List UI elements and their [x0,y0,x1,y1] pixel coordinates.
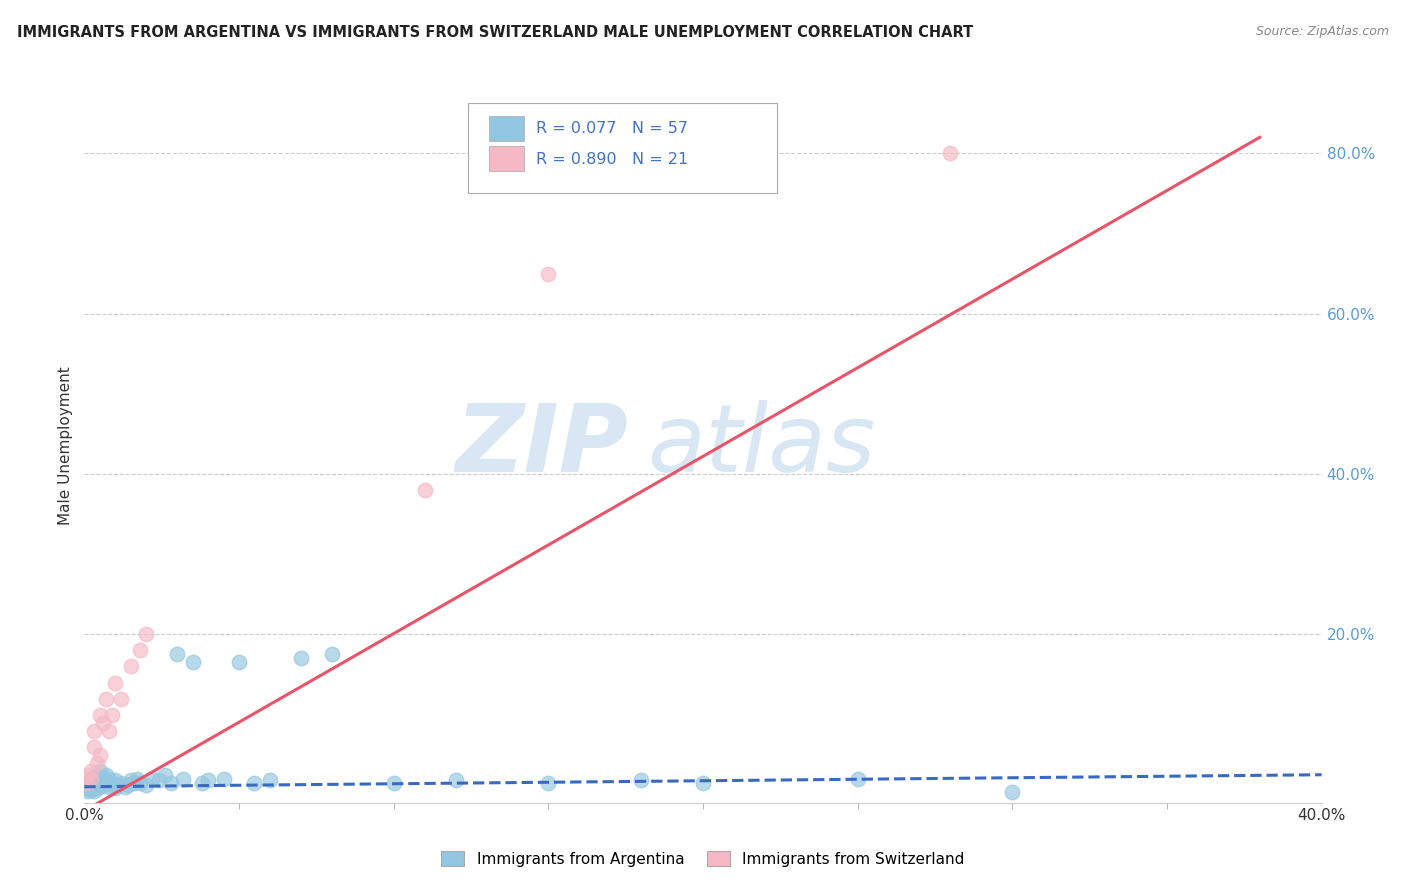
Point [94,768,117,782]
Point [290,651,312,665]
Point [91,778,114,792]
Point [117,778,139,792]
Point [91,715,114,730]
Point [98,772,121,786]
Point [107,778,129,792]
Text: R = 0.077   N = 57: R = 0.077 N = 57 [536,121,688,136]
Point [120,773,142,788]
Point [122,776,145,790]
Point [83,778,105,792]
Point [129,643,152,657]
Point [181,656,204,670]
Text: ZIP: ZIP [456,400,628,492]
Point [160,776,183,790]
Point [148,773,170,788]
Point [259,773,281,788]
Point [104,773,127,788]
Point [191,776,214,790]
Point [101,707,124,722]
Point [321,648,343,662]
Point [135,778,157,792]
Point [86,768,108,782]
Point [79,783,101,797]
Point [846,772,869,786]
Point [98,780,121,794]
Point [89,764,111,778]
FancyBboxPatch shape [489,116,523,141]
Point [129,776,152,790]
Point [630,773,652,788]
Point [125,772,148,786]
Point [939,146,962,161]
Point [86,776,108,790]
Point [76,784,98,798]
Point [537,776,560,790]
Point [79,772,101,786]
Point [101,776,124,790]
Point [76,768,98,782]
Point [89,747,111,762]
Point [79,764,101,778]
Point [83,770,105,784]
Point [153,768,176,782]
Point [83,784,105,798]
Point [1001,784,1024,798]
Point [110,776,132,790]
Point [86,756,108,770]
Point [83,723,105,738]
Point [83,773,105,788]
Point [537,267,560,281]
Point [79,772,101,786]
Point [135,627,157,641]
Point [83,739,105,754]
Point [104,675,127,690]
Point [89,707,111,722]
Point [91,772,114,786]
Text: R = 0.890   N = 21: R = 0.890 N = 21 [536,152,688,167]
Point [89,773,111,788]
Point [243,776,266,790]
Point [94,691,117,706]
Point [76,778,98,792]
Point [120,659,142,673]
Point [86,781,108,796]
Legend: Immigrants from Argentina, Immigrants from Switzerland: Immigrants from Argentina, Immigrants fr… [441,851,965,866]
Point [197,773,219,788]
Text: atlas: atlas [647,401,876,491]
FancyBboxPatch shape [468,103,778,193]
FancyBboxPatch shape [489,145,523,171]
Point [94,776,117,790]
Y-axis label: Male Unemployment: Male Unemployment [58,367,73,525]
Point [413,483,436,497]
Text: IMMIGRANTS FROM ARGENTINA VS IMMIGRANTS FROM SWITZERLAND MALE UNEMPLOYMENT CORRE: IMMIGRANTS FROM ARGENTINA VS IMMIGRANTS … [17,25,973,40]
Point [444,773,467,788]
Point [141,772,163,786]
Point [76,776,98,790]
Point [114,780,136,794]
Point [110,691,132,706]
Point [166,648,188,662]
Point [212,772,235,786]
Point [172,772,194,786]
Point [228,656,250,670]
Point [79,780,101,794]
Text: Source: ZipAtlas.com: Source: ZipAtlas.com [1256,25,1389,38]
Point [89,780,111,794]
Point [98,723,121,738]
Point [104,781,127,796]
Point [692,776,714,790]
Point [79,776,101,790]
Point [76,781,98,796]
Point [382,776,405,790]
